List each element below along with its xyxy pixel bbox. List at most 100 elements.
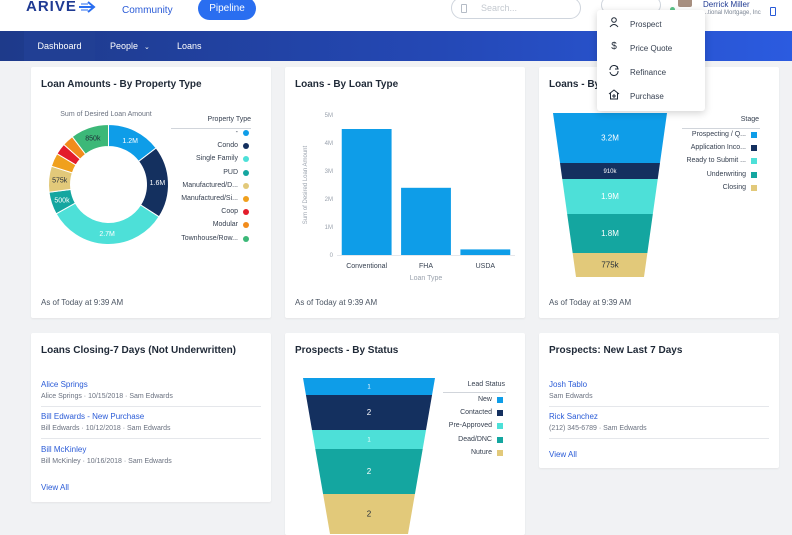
- legend-item: Prospecting / Q...: [691, 131, 746, 138]
- card-title: Loans - By Loan Type: [295, 79, 399, 90]
- x-tick-label: FHA: [419, 263, 433, 270]
- funnel-segment[interactable]: [553, 113, 667, 163]
- chevron-down-icon: ⌄: [144, 44, 150, 51]
- legend-divider: [682, 128, 760, 129]
- view-all-link[interactable]: View All: [41, 483, 69, 492]
- bar[interactable]: [341, 129, 392, 255]
- list-item-meta: Bill McKinley · 10/16/2018 · Sam Edwards: [41, 458, 172, 465]
- legend-swatch: [243, 209, 249, 216]
- subnav-people[interactable]: People ⌄: [110, 31, 150, 61]
- funnel-segment[interactable]: [572, 253, 648, 277]
- legend-swatch: [497, 436, 503, 443]
- arive-logo[interactable]: ARIVE: [26, 0, 99, 15]
- card-title: Prospects: New Last 7 Days: [549, 345, 683, 356]
- funnel-label: 775k: [601, 261, 619, 270]
- search-input[interactable]: Search...: [451, 0, 581, 19]
- card-loans-by-type: Loans - By Loan Type 0 1M 2M 3M 4M 5M Sum of D…: [285, 67, 525, 318]
- subnav-people-label: People: [110, 41, 139, 51]
- dropdown-item-label: Price Quote: [630, 44, 673, 53]
- list-item-link[interactable]: Alice Springs: [41, 380, 88, 389]
- slice-label: 575k: [52, 178, 68, 185]
- legend-swatch: [243, 156, 249, 163]
- view-all-link[interactable]: View All: [549, 450, 577, 459]
- series-title: Sum of Desired Loan Amount: [60, 111, 152, 118]
- legend-swatch: [243, 182, 249, 189]
- legend-item: New: [477, 396, 492, 403]
- funnel-segment[interactable]: [315, 449, 423, 494]
- search-placeholder: Search...: [481, 3, 518, 13]
- legend-item: Nuture: [470, 448, 492, 456]
- legend-swatch: [751, 132, 757, 138]
- bar-chart: 0 1M 2M 3M 4M 5M Sum of Desired Loan Amount Con…: [303, 113, 515, 282]
- search-icon: [461, 4, 467, 13]
- funnel-segment[interactable]: [323, 494, 415, 534]
- funnel-label: 3.2M: [601, 134, 619, 143]
- subnav-dashboard[interactable]: Dashboard: [24, 31, 95, 61]
- y-tick-label: 3M: [325, 169, 333, 175]
- legend-swatch: [497, 410, 503, 417]
- x-axis-title: Loan Type: [410, 275, 443, 282]
- y-tick-label: 2M: [325, 197, 333, 203]
- logo-arrow-icon: [78, 0, 96, 13]
- bar[interactable]: [401, 187, 451, 255]
- list-item-link[interactable]: Bill McKinley: [41, 445, 87, 454]
- funnel-segment[interactable]: [562, 179, 658, 214]
- list-item-link[interactable]: Josh Tablo: [549, 380, 588, 389]
- list-item-meta: Alice Springs · 10/15/2018 · Sam Edwards: [41, 393, 173, 400]
- dropdown-item-refinance[interactable]: Refinance: [597, 62, 705, 84]
- legend-title: Stage: [740, 116, 759, 123]
- dropdown-item-label: Prospect: [630, 20, 662, 29]
- dropdown-item-label: Refinance: [630, 68, 667, 77]
- legend-swatch: [243, 169, 249, 176]
- funnel-label: 2: [367, 510, 372, 519]
- list-item-meta: (212) 345-6789 · Sam Edwards: [549, 425, 647, 432]
- person-icon: [607, 17, 621, 31]
- bar[interactable]: [460, 249, 511, 255]
- list-item-link[interactable]: Rick Sanchez: [549, 412, 598, 421]
- legend-swatch: [497, 449, 503, 456]
- funnel-label: 1: [367, 385, 371, 391]
- legend-item: Contacted: [460, 409, 492, 417]
- funnel-segment[interactable]: [312, 430, 426, 449]
- dropdown-item-price-quote[interactable]: $ Price Quote: [597, 38, 705, 60]
- x-tick-label: USDA: [476, 263, 496, 270]
- legend-item: Modular: [212, 221, 238, 229]
- device-icon[interactable]: [770, 7, 776, 16]
- card-title: Loans - By: [549, 79, 601, 90]
- funnel-segment[interactable]: [305, 395, 433, 430]
- list-divider: [41, 406, 261, 407]
- refresh-icon: [607, 65, 621, 79]
- funnel-segment[interactable]: [567, 214, 653, 253]
- dropdown-item-prospect[interactable]: Prospect: [597, 14, 705, 36]
- card-prospects-new: Prospects: New Last 7 Days Josh Tablo Sa…: [539, 333, 779, 468]
- list-divider: [549, 438, 769, 439]
- dropdown-item-purchase[interactable]: Purchase: [597, 86, 705, 108]
- subnav-loans[interactable]: Loans: [177, 31, 202, 61]
- legend-swatch: [243, 196, 249, 202]
- list-item-meta: Bill Edwards · 10/12/2018 · Sam Edwards: [41, 425, 171, 432]
- user-company: ...tional Mortgage, Inc: [703, 10, 761, 16]
- legend-item: Manufactured/Si...: [181, 195, 238, 202]
- list-divider: [549, 406, 769, 407]
- legend-item: Single Family: [195, 155, 238, 163]
- nav-community[interactable]: Community: [122, 5, 173, 16]
- legend-swatch: [751, 145, 757, 152]
- nav-pipeline[interactable]: Pipeline: [198, 0, 256, 20]
- slice-label: 1.2M: [122, 138, 138, 145]
- legend-title: Property Type: [207, 116, 251, 123]
- donut-slice[interactable]: [71, 123, 109, 155]
- funnel-segment[interactable]: [303, 378, 435, 395]
- funnel-label: 1.9M: [601, 192, 619, 201]
- donut-slice[interactable]: [55, 202, 160, 245]
- y-axis-title: Sum of Desired Loan Amount: [303, 145, 309, 224]
- status-funnel-chart: 1 2 1 2 2: [303, 378, 435, 534]
- funnel-segment[interactable]: [560, 163, 660, 179]
- logo-text: ARIVE: [26, 0, 77, 15]
- legend-swatch: [243, 235, 249, 242]
- y-tick-label: 5M: [325, 113, 333, 119]
- card-footer: As of Today at 9:39 AM: [41, 298, 124, 307]
- legend-swatch: [243, 130, 249, 136]
- x-tick-label: Conventional: [346, 263, 387, 270]
- list-item-link[interactable]: Bill Edwards - New Purchase: [41, 412, 145, 421]
